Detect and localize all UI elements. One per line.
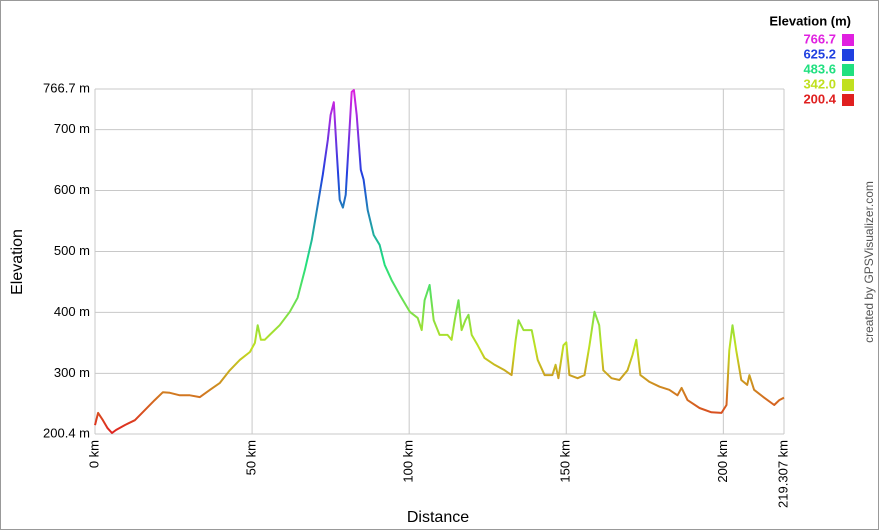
legend-swatch bbox=[842, 64, 854, 76]
legend-title: Elevation (m) bbox=[769, 13, 851, 28]
y-axis-label: Elevation bbox=[9, 229, 26, 295]
y-tick-label: 300 m bbox=[54, 365, 90, 380]
x-tick-label: 50 km bbox=[244, 440, 259, 475]
y-tick-label: 400 m bbox=[54, 304, 90, 319]
legend-swatch bbox=[842, 79, 854, 91]
x-tick-label: 150 km bbox=[558, 440, 573, 483]
elevation-line bbox=[94, 89, 785, 434]
legend-swatch bbox=[842, 34, 854, 46]
y-tick-label: 500 m bbox=[54, 243, 90, 258]
credit: created by GPSVisualizer.com bbox=[862, 181, 876, 343]
legend-label: 342.0 bbox=[803, 76, 836, 91]
legend-label: 200.4 bbox=[803, 91, 836, 106]
y-tick-label: 600 m bbox=[54, 182, 90, 197]
x-tick-label: 219.307 km bbox=[775, 440, 790, 508]
x-tick-label: 0 km bbox=[86, 440, 101, 468]
y-tick-label: 200.4 m bbox=[43, 425, 90, 440]
y-tick-label: 700 m bbox=[54, 121, 90, 136]
x-tick-label: 200 km bbox=[715, 440, 730, 483]
legend-label: 483.6 bbox=[803, 61, 836, 76]
x-axis-label: Distance bbox=[407, 509, 469, 526]
legend-label: 766.7 bbox=[803, 31, 836, 46]
y-tick-label: 766.7 m bbox=[43, 80, 90, 95]
legend-label: 625.2 bbox=[803, 46, 836, 61]
legend-swatch bbox=[842, 49, 854, 61]
x-tick-label: 100 km bbox=[401, 440, 416, 483]
legend-swatch bbox=[842, 94, 854, 106]
